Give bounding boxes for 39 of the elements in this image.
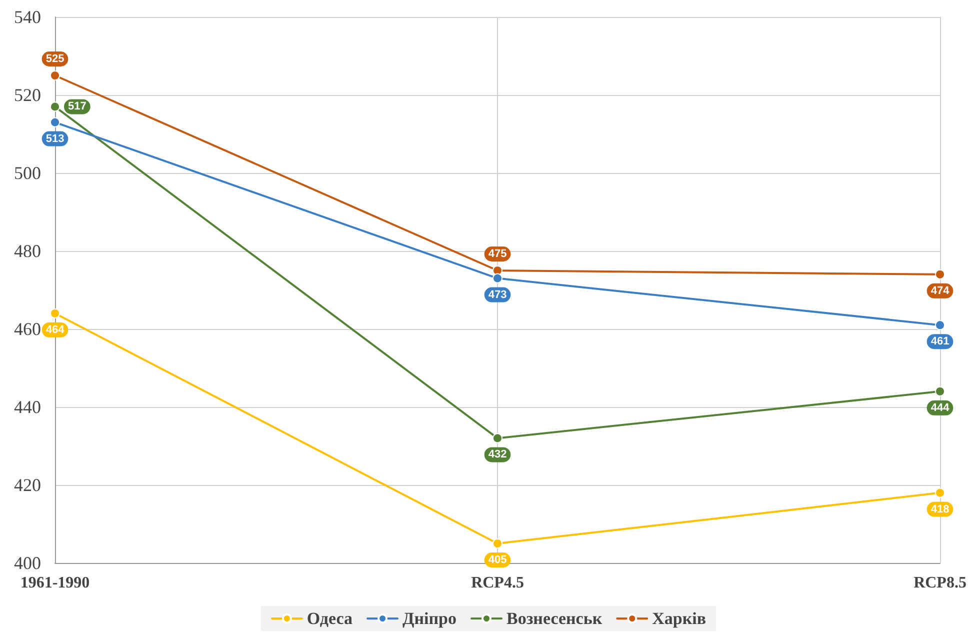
y-tick-label: 420 [14,475,41,495]
data-label: 444 [930,402,950,414]
point [50,102,60,112]
point [935,320,945,330]
legend-label: Одеса [306,609,354,628]
legend-label: Вознесенськ [506,609,602,628]
y-tick-label: 500 [14,163,41,183]
point [50,70,60,80]
point [935,386,945,396]
y-tick-label: 480 [14,241,41,261]
point [935,488,945,498]
data-label: 461 [930,336,950,348]
y-tick-label: 400 [14,553,41,573]
y-tick-label: 520 [14,85,41,105]
legend-label: Харків [652,609,706,628]
y-tick-label: 460 [14,319,41,339]
data-label: 525 [46,53,64,65]
point [492,266,502,276]
legend-label: Дніпро [402,609,457,628]
point [492,433,502,444]
y-tick-label: 540 [14,7,41,27]
data-label: 474 [930,284,950,297]
data-label: 405 [488,554,507,566]
point [492,273,502,284]
data-label: 418 [930,503,950,516]
data-label: 464 [46,324,66,336]
data-label: 432 [488,448,507,461]
data-label: 475 [488,248,507,260]
point [50,117,60,128]
data-label: 473 [488,288,507,301]
y-tick-label: 440 [14,397,41,417]
data-label: 513 [46,132,64,145]
x-tick-label: RCP4.5 [471,574,524,592]
x-tick-label: RCP8.5 [914,574,966,592]
point [935,269,945,280]
point [492,538,502,548]
x-tick-label: 1961-1990 [20,574,90,592]
data-label: 517 [68,100,86,113]
point [50,308,60,318]
